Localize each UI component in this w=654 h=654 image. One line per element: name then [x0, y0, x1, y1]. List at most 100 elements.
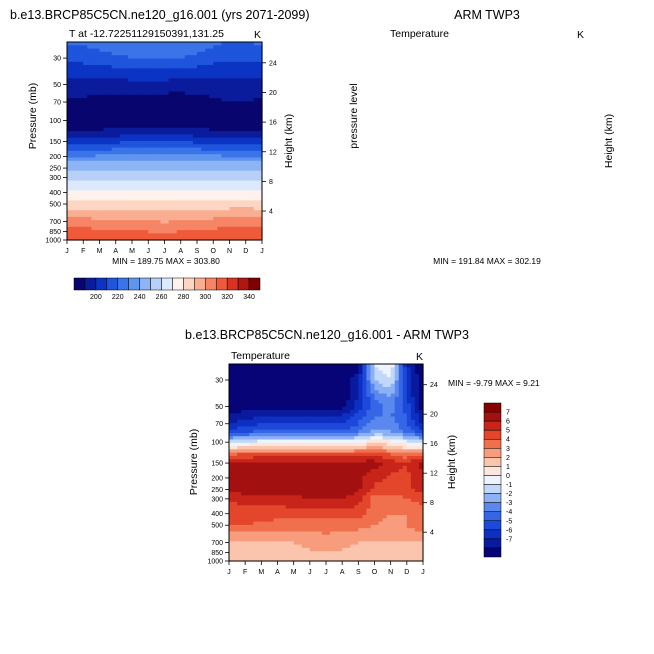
contour-cell [132, 220, 137, 225]
contour-cell [293, 373, 299, 378]
contour-cell [249, 127, 255, 132]
contour-cell [342, 403, 347, 408]
contour-cell [140, 150, 145, 155]
contour-cell [398, 380, 404, 385]
contour-cell [342, 409, 347, 414]
contour-cell [217, 137, 222, 142]
contour-cell [168, 48, 174, 53]
contour-cell [107, 207, 113, 211]
contour-cell [221, 101, 227, 106]
contour-cell [123, 203, 129, 208]
contour-cell [148, 45, 153, 50]
contour-cell [197, 58, 202, 63]
contour-cell [75, 216, 80, 221]
contour-cell [253, 98, 259, 102]
contour-cell [148, 101, 153, 106]
contour-cell [213, 180, 218, 185]
contour-cell [321, 393, 327, 398]
contour-cell [107, 45, 113, 50]
contour-cell [123, 197, 129, 201]
contour-cell [418, 439, 424, 444]
contour-cell [115, 154, 121, 159]
contour-cell [257, 51, 263, 56]
contour-cell [156, 197, 162, 201]
contour-cell [342, 373, 347, 378]
contour-cell [164, 190, 170, 195]
contour-cell [180, 216, 186, 221]
contour-cell [253, 482, 258, 487]
contour-cell [168, 71, 174, 76]
contour-cell [233, 482, 238, 487]
contour-cell [111, 58, 117, 63]
contour-cell [326, 409, 331, 414]
contour-cell [241, 370, 246, 375]
contour-cell [245, 94, 251, 99]
contour-cell [107, 101, 113, 106]
contour-cell [103, 124, 109, 129]
contour-cell [79, 81, 84, 86]
contour-cell [386, 469, 392, 473]
contour-cell [67, 45, 72, 50]
contour-cell [257, 180, 263, 185]
contour-cell [257, 170, 263, 175]
contour-cell [289, 396, 295, 401]
contour-cell [164, 108, 170, 112]
contour-cell [297, 455, 303, 460]
contour-cell [213, 51, 218, 56]
contour-cell [237, 383, 242, 388]
contour-cell [152, 75, 157, 79]
contour-cell [209, 177, 214, 182]
contour-cell [172, 111, 178, 116]
contour-cell [261, 406, 266, 411]
contour-cell [132, 210, 137, 215]
contour-cell [289, 452, 295, 457]
contour-cell [394, 367, 400, 372]
contour-cell [79, 207, 84, 211]
contour-cell [334, 364, 339, 368]
contour-cell [265, 380, 271, 385]
contour-cell [144, 111, 149, 116]
contour-cell [91, 213, 97, 218]
contour-cell [229, 367, 234, 372]
contour-cell [83, 203, 88, 208]
contour-cell [79, 236, 84, 241]
contour-cell [245, 117, 251, 122]
contour-cell [180, 170, 186, 175]
contour-cell [249, 396, 254, 401]
contour-cell [338, 475, 343, 480]
contour-cell [184, 84, 190, 89]
contour-cell [321, 488, 327, 493]
contour-cell [382, 390, 388, 395]
contour-cell [229, 167, 235, 172]
contour-cell [67, 137, 72, 142]
colorbar-swatch [117, 277, 129, 291]
contour-cell [346, 498, 351, 503]
contour-cell [91, 226, 97, 231]
contour-cell [390, 400, 396, 404]
contour-cell [249, 121, 255, 126]
contour-cell [229, 364, 234, 368]
contour-cell [225, 160, 231, 165]
contour-cell [176, 137, 182, 142]
contour-cell [87, 68, 92, 73]
contour-cell [362, 488, 368, 493]
contour-cell [297, 396, 303, 401]
contour-cell [362, 370, 368, 375]
contour-cell [192, 187, 198, 192]
contour-cell [285, 373, 291, 378]
contour-cell [67, 117, 72, 122]
contour-cell [221, 167, 227, 172]
height-tick-label: 12 [269, 149, 277, 156]
contour-cell [99, 42, 105, 46]
contour-cell [99, 104, 105, 109]
contour-cell [197, 51, 202, 56]
contour-cell [152, 230, 157, 234]
contour-cell [257, 68, 263, 73]
contour-cell [390, 370, 396, 375]
contour-cell [386, 482, 392, 487]
contour-cell [221, 131, 227, 135]
contour-cell [305, 426, 311, 431]
contour-cell [172, 187, 178, 192]
contour-cell [338, 367, 343, 372]
contour-cell [164, 91, 170, 96]
